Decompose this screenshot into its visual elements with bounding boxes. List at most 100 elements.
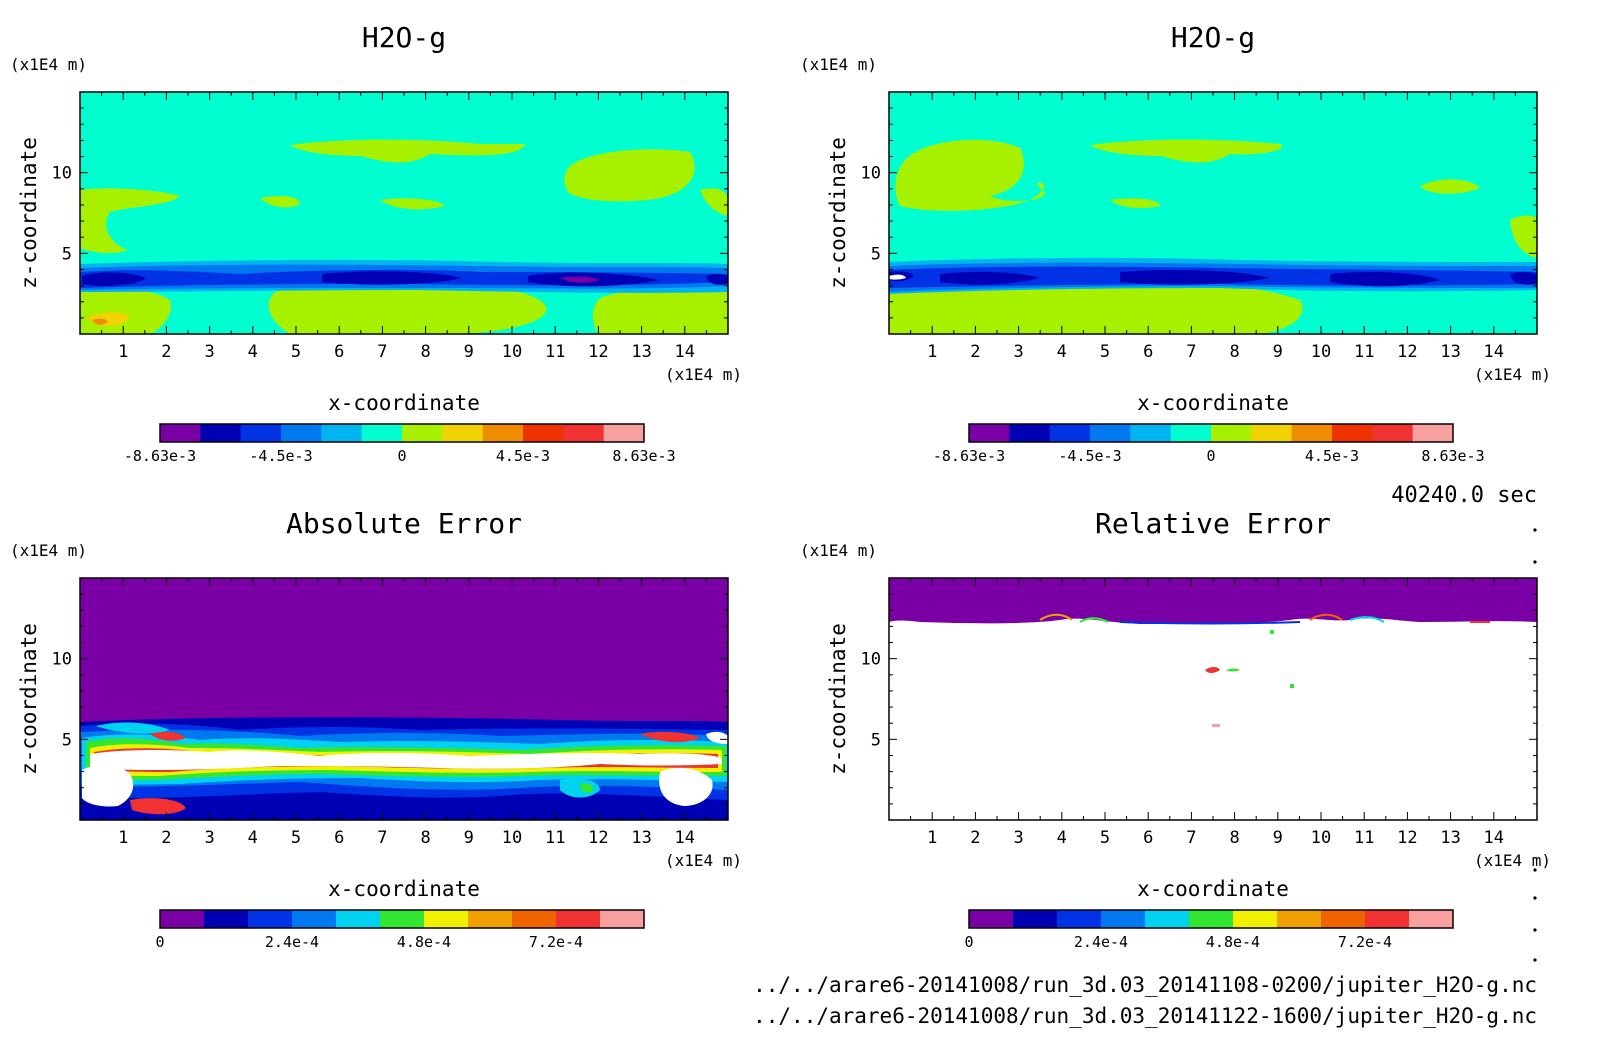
colorbar-label: -8.63e-3 bbox=[933, 447, 1005, 465]
colorbar-swatch bbox=[1277, 910, 1322, 928]
colorbar-label: -4.5e-3 bbox=[249, 447, 312, 465]
x-tick-label: 9 bbox=[1273, 342, 1283, 362]
x-tick-label: 1 bbox=[118, 828, 128, 848]
x-tick-label: 10 bbox=[1311, 828, 1331, 848]
colorbar-swatch bbox=[600, 910, 645, 928]
x-tick-label: 2 bbox=[161, 342, 171, 362]
x-tick-label: 2 bbox=[970, 828, 980, 848]
colorbar-swatch bbox=[1145, 910, 1190, 928]
colorbar-label: 0 bbox=[964, 933, 973, 951]
x-tick-label: 7 bbox=[1186, 342, 1196, 362]
colorbar-swatch bbox=[248, 910, 293, 928]
colorbar-swatch bbox=[482, 424, 524, 442]
x-tick-label: 9 bbox=[464, 828, 474, 848]
colorbar-swatch bbox=[969, 424, 1010, 442]
x-tick-label: 10 bbox=[502, 828, 522, 848]
panel-1-ylabel: z-coordinate bbox=[17, 137, 41, 289]
panel-3-x-unit: (x1E4 m) bbox=[665, 851, 742, 870]
colorbar-swatch bbox=[1409, 910, 1454, 928]
x-tick-label: 13 bbox=[1440, 828, 1460, 848]
x-tick-label: 8 bbox=[420, 828, 430, 848]
colorbar-swatch bbox=[160, 424, 201, 442]
x-tick-label: 11 bbox=[545, 828, 565, 848]
panel-3-field bbox=[80, 578, 728, 820]
panel-3-ticks bbox=[79, 577, 729, 821]
panel-4-z-unit: (x1E4 m) bbox=[800, 541, 877, 560]
colorbar-swatch bbox=[402, 424, 443, 442]
z-tick-label: 5 bbox=[62, 244, 72, 264]
colorbar-swatch bbox=[1372, 424, 1414, 442]
z-tick-label: 10 bbox=[52, 164, 72, 184]
colorbar-label: 4.8e-4 bbox=[1206, 933, 1260, 951]
colorbar-swatch bbox=[380, 910, 425, 928]
x-tick-label: 6 bbox=[1143, 828, 1153, 848]
colorbar-swatch bbox=[969, 910, 1014, 928]
panel-1-ticks bbox=[79, 91, 729, 335]
panel-4-xlabel: x-coordinate bbox=[1137, 877, 1289, 901]
colorbar-swatch bbox=[523, 424, 564, 442]
x-tick-label: 1 bbox=[927, 342, 937, 362]
colorbar-swatch bbox=[1365, 910, 1410, 928]
panel-3-ylabel: z-coordinate bbox=[17, 623, 41, 775]
x-tick-label: 5 bbox=[1100, 342, 1110, 362]
x-tick-label: 7 bbox=[1186, 828, 1196, 848]
colorbar-swatch bbox=[1291, 424, 1333, 442]
panel-2-field bbox=[889, 92, 1537, 334]
colorbar-swatch bbox=[1013, 910, 1058, 928]
colorbar-swatch bbox=[1321, 910, 1366, 928]
panel-4-title: Relative Error bbox=[1095, 507, 1331, 540]
x-tick-label: 13 bbox=[631, 342, 651, 362]
x-tick-label: 11 bbox=[1354, 342, 1374, 362]
colorbar-swatch bbox=[1412, 424, 1454, 442]
colorbar-swatch bbox=[1090, 424, 1131, 442]
x-tick-label: 4 bbox=[248, 828, 258, 848]
x-tick-label: 9 bbox=[1273, 828, 1283, 848]
colorbar-swatch bbox=[336, 910, 381, 928]
z-tick-label: 10 bbox=[861, 164, 881, 184]
x-tick-label: 1 bbox=[927, 828, 937, 848]
colorbar-label: 2.4e-4 bbox=[265, 933, 319, 951]
colorbar-swatch bbox=[468, 910, 513, 928]
colorbar-label: 8.63e-3 bbox=[1421, 447, 1484, 465]
x-tick-label: 13 bbox=[1440, 342, 1460, 362]
time-stamp: 40240.0 sec bbox=[1391, 483, 1537, 508]
colorbar-label: 4.5e-3 bbox=[1305, 447, 1359, 465]
panel-1-z-unit: (x1E4 m) bbox=[10, 55, 87, 74]
x-tick-label: 6 bbox=[334, 828, 344, 848]
colorbar-swatch bbox=[563, 424, 605, 442]
x-tick-label: 5 bbox=[291, 828, 301, 848]
x-tick-label: 12 bbox=[588, 828, 608, 848]
x-tick-label: 3 bbox=[204, 342, 214, 362]
x-tick-label: 3 bbox=[1013, 342, 1023, 362]
colorbar-frame bbox=[968, 909, 1454, 929]
colorbar-label: 7.2e-4 bbox=[1338, 933, 1392, 951]
z-tick-label: 10 bbox=[861, 650, 881, 670]
x-tick-label: 8 bbox=[1229, 342, 1239, 362]
colorbar-swatch bbox=[1009, 424, 1051, 442]
colorbar-swatch bbox=[442, 424, 484, 442]
colorbar-frame bbox=[159, 423, 645, 443]
colorbar-label: 7.2e-4 bbox=[529, 933, 583, 951]
x-tick-label: 6 bbox=[1143, 342, 1153, 362]
x-tick-label: 2 bbox=[161, 828, 171, 848]
x-tick-label: 9 bbox=[464, 342, 474, 362]
x-tick-label: 14 bbox=[1484, 342, 1504, 362]
x-tick-label: 2 bbox=[970, 342, 980, 362]
panel-3-xlabel: x-coordinate bbox=[328, 877, 480, 901]
panel-2-ylabel: z-coordinate bbox=[826, 137, 850, 289]
colorbar-swatch bbox=[1101, 910, 1146, 928]
x-tick-label: 12 bbox=[1397, 828, 1417, 848]
panel-2-title: H2O-g bbox=[1171, 21, 1255, 54]
colorbar-swatch bbox=[1170, 424, 1212, 442]
x-tick-label: 4 bbox=[1057, 342, 1067, 362]
panel-4-ylabel: z-coordinate bbox=[826, 623, 850, 775]
x-tick-label: 12 bbox=[1397, 342, 1417, 362]
x-tick-label: 3 bbox=[204, 828, 214, 848]
colorbar-swatch bbox=[292, 910, 337, 928]
colorbar-label: -4.5e-3 bbox=[1058, 447, 1121, 465]
colorbar-swatch bbox=[1049, 424, 1091, 442]
panel-1-field bbox=[80, 92, 728, 334]
x-tick-label: 8 bbox=[420, 342, 430, 362]
colorbar-frame bbox=[159, 909, 645, 929]
